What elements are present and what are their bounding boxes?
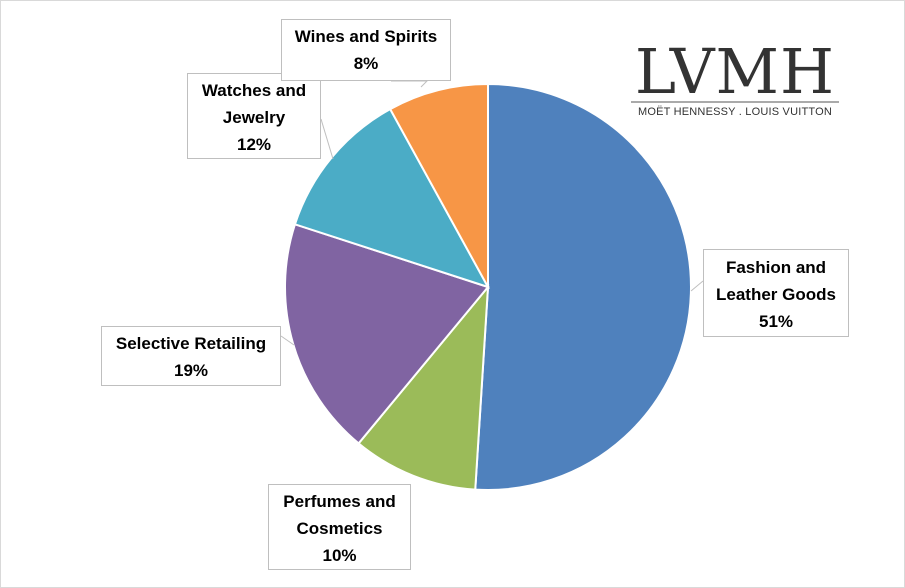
logo-tagline: MOËT HENNESSY . LOUIS VUITTON <box>637 106 833 118</box>
data-label-perfumes-line2: Cosmetics <box>296 519 383 538</box>
data-label-perfumes: Perfumes and Cosmetics 10% <box>268 484 411 570</box>
slice-watches <box>293 107 491 289</box>
data-label-watches: Watches and Jewelry 12% <box>187 73 321 159</box>
leader-line-selective <box>280 335 295 346</box>
data-label-wines-value: 8% <box>353 54 379 73</box>
slice-selective <box>284 223 490 445</box>
data-label-perfumes-value: 10% <box>322 546 357 565</box>
slice-perfumes <box>357 283 490 491</box>
leader-line-watches <box>320 118 334 160</box>
data-label-watches-line1: Watches and <box>201 81 307 100</box>
leader-line-wines <box>391 80 429 88</box>
data-label-watches-value: 12% <box>236 135 272 154</box>
leader-line-fashion <box>690 280 704 292</box>
data-label-fashion-line2: Leather Goods <box>716 285 836 304</box>
lvmh-logo: LVMH MOËT HENNESSY . LOUIS VUITTON <box>629 41 841 123</box>
data-label-selective: Selective Retailing 19% <box>101 326 281 386</box>
data-label-wines-line1: Wines and Spirits <box>294 27 438 46</box>
data-label-wines: Wines and Spirits 8% <box>281 19 451 81</box>
data-label-fashion-line1: Fashion and <box>725 258 827 277</box>
data-label-watches-line2: Jewelry <box>222 108 286 127</box>
data-label-fashion-value: 51% <box>758 312 794 331</box>
data-label-selective-line1: Selective Retailing <box>115 334 267 353</box>
slice-fashion <box>474 82 692 491</box>
data-label-fashion: Fashion and Leather Goods 51% <box>703 249 849 337</box>
logo-wordmark: LVMH <box>634 35 836 108</box>
data-label-perfumes-line1: Perfumes and <box>283 492 396 511</box>
data-label-selective-value: 19% <box>173 361 209 380</box>
slice-wines <box>388 82 489 288</box>
